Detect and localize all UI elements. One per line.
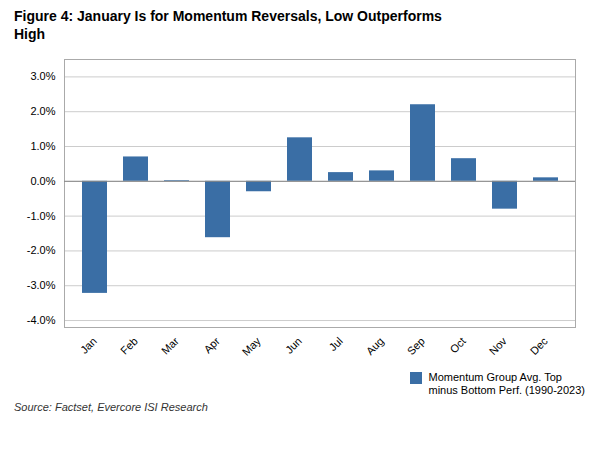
- svg-text:Jul: Jul: [326, 335, 344, 353]
- svg-text:Oct: Oct: [447, 335, 468, 356]
- svg-text:Sep: Sep: [405, 335, 427, 357]
- svg-text:Dec: Dec: [528, 334, 551, 357]
- svg-text:-3.0%: -3.0%: [27, 279, 56, 291]
- html-text:Momentum Group Avg. Top minus: Momentum Group Avg. Top minus Bottom Per…: [428, 371, 585, 397]
- svg-text:Jun: Jun: [283, 335, 304, 356]
- svg-text:3.0%: 3.0%: [30, 70, 55, 82]
- svg-text:Apr: Apr: [201, 335, 222, 356]
- html-text:Source: Factset, Evercore ISI: Source: Factset, Evercore ISI Research: [14, 401, 208, 414]
- svg-text:-1.0%: -1.0%: [27, 210, 56, 222]
- svg-text:Nov: Nov: [487, 334, 510, 357]
- svg-text:Aug: Aug: [364, 335, 386, 357]
- svg-text:1.0%: 1.0%: [30, 140, 55, 152]
- svg-text:Feb: Feb: [118, 335, 140, 357]
- svg-text:May: May: [240, 334, 264, 358]
- svg-text:-2.0%: -2.0%: [27, 244, 56, 256]
- svg-text:0.0%: 0.0%: [30, 175, 55, 187]
- svg-text:2.0%: 2.0%: [30, 105, 55, 117]
- html-text:Figure 4: January Is for Momen: Figure 4: January Is for Momentum Revers…: [14, 8, 442, 42]
- svg-text:Mar: Mar: [159, 335, 181, 357]
- svg-text:-4.0%: -4.0%: [27, 314, 56, 326]
- svg-text:Jan: Jan: [78, 335, 99, 356]
